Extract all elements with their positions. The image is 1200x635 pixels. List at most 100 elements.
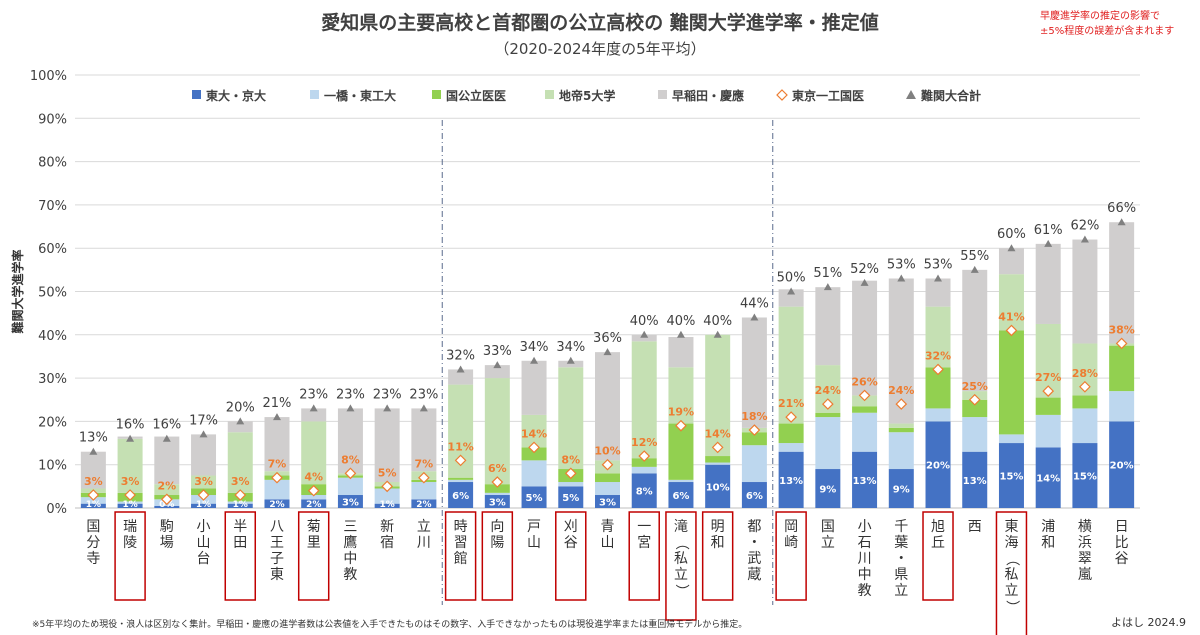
bar-segment bbox=[852, 451, 878, 508]
bar-segment bbox=[741, 317, 767, 428]
bar-segment bbox=[595, 495, 620, 508]
category-label: 嵐 bbox=[1078, 567, 1092, 583]
tokyo-marker bbox=[271, 471, 283, 484]
bar-segment bbox=[668, 482, 694, 508]
bar-segment bbox=[815, 469, 841, 508]
category-label: （ bbox=[673, 536, 689, 550]
total-marker-label: 20% bbox=[226, 400, 255, 415]
highlight-outline bbox=[701, 511, 734, 601]
bar-segment bbox=[741, 482, 767, 508]
tokyo-marker bbox=[638, 450, 651, 462]
total-marker-label: 23% bbox=[299, 387, 328, 402]
category-label: 立 bbox=[894, 583, 908, 599]
tokyo-marker bbox=[932, 363, 944, 376]
tokyo-marker-label: 38% bbox=[1108, 323, 1134, 336]
total-marker bbox=[236, 417, 245, 425]
bar-segment bbox=[852, 412, 878, 452]
category-label: 田 bbox=[233, 535, 247, 551]
category-label: 鷹 bbox=[343, 535, 357, 551]
category-label: ） bbox=[673, 584, 689, 598]
bar-segment bbox=[778, 306, 804, 424]
category-label: 立 bbox=[821, 535, 835, 551]
bar-data-label: 13% bbox=[779, 476, 803, 487]
bar-segment bbox=[191, 475, 217, 489]
category-label: 一 bbox=[637, 519, 651, 535]
total-marker-label: 61% bbox=[1034, 223, 1063, 238]
category-label: ） bbox=[1003, 600, 1019, 614]
bar-segment bbox=[1072, 408, 1098, 444]
bar-segment bbox=[1072, 395, 1098, 409]
legend-swatch bbox=[432, 90, 441, 99]
total-marker-label: 40% bbox=[703, 314, 732, 329]
category-label: 里 bbox=[307, 535, 321, 551]
tokyo-marker bbox=[234, 489, 247, 501]
tokyo-marker bbox=[968, 393, 981, 406]
category-label: 比 bbox=[1115, 535, 1129, 551]
category-label: 川 bbox=[417, 535, 431, 551]
highlight-outline bbox=[665, 511, 697, 621]
category-label: 青 bbox=[601, 519, 615, 535]
tokyo-marker bbox=[1042, 385, 1055, 397]
category-label: 都 bbox=[747, 519, 761, 535]
category-label: 半 bbox=[233, 519, 247, 535]
total-marker bbox=[199, 430, 208, 438]
bar-segment bbox=[374, 503, 400, 508]
bar-segment bbox=[668, 336, 694, 368]
error-note-line-1: 早慶進学率の推定の影響で bbox=[1040, 11, 1160, 22]
y-tick-label: 30% bbox=[38, 372, 67, 387]
bar-segment bbox=[631, 341, 657, 459]
bar-data-label: 9% bbox=[893, 485, 910, 496]
total-marker-label: 32% bbox=[446, 348, 475, 363]
tokyo-marker bbox=[1115, 337, 1128, 350]
highlight-outline bbox=[775, 511, 807, 601]
bar-segment bbox=[925, 306, 951, 368]
bar-data-label: 10% bbox=[706, 482, 730, 493]
bar-segment bbox=[521, 360, 547, 415]
category-label: 宿 bbox=[380, 534, 394, 551]
total-marker-label: 36% bbox=[593, 331, 622, 346]
legend-swatch bbox=[658, 90, 667, 99]
bar-data-label: 1% bbox=[380, 500, 395, 510]
category-label: 立 bbox=[417, 519, 431, 535]
bar-data-label: 3% bbox=[599, 498, 616, 509]
bar-segment bbox=[227, 432, 253, 493]
tokyo-marker bbox=[564, 467, 577, 480]
tokyo-marker-label: 27% bbox=[1035, 371, 1061, 384]
bar-segment bbox=[264, 479, 290, 500]
tokyo-marker-label: 5% bbox=[378, 466, 397, 479]
total-marker-label: 33% bbox=[483, 344, 512, 359]
bar-segment bbox=[1109, 391, 1135, 422]
total-marker bbox=[493, 361, 502, 369]
bar-segment bbox=[595, 473, 620, 483]
legend-label: 東京一工国医 bbox=[792, 88, 864, 103]
highlight-outline bbox=[995, 511, 1028, 635]
bar-segment bbox=[998, 274, 1024, 331]
bar-segment bbox=[191, 503, 217, 508]
tokyo-marker-label: 32% bbox=[925, 349, 951, 362]
bar-segment bbox=[815, 287, 841, 366]
bar-segment bbox=[668, 479, 694, 483]
bar-segment bbox=[521, 460, 547, 487]
total-marker-label: 44% bbox=[740, 296, 769, 311]
bar-segment bbox=[631, 458, 657, 467]
category-label: 時 bbox=[454, 519, 468, 535]
category-label: 王 bbox=[270, 535, 284, 551]
tokyo-marker-label: 12% bbox=[631, 436, 657, 449]
legend-swatch bbox=[310, 90, 319, 99]
total-marker bbox=[676, 330, 685, 338]
tokyo-marker bbox=[307, 484, 320, 497]
bar-segment bbox=[301, 421, 327, 485]
bar-segment bbox=[374, 488, 400, 504]
bar-segment bbox=[668, 367, 694, 424]
bar-data-label: 14% bbox=[1036, 474, 1060, 485]
bar-segment bbox=[1109, 421, 1135, 508]
category-label: 日 bbox=[1115, 519, 1129, 535]
bar-segment bbox=[998, 443, 1024, 508]
y-tick-label: 10% bbox=[38, 459, 67, 474]
tokyo-marker-label: 19% bbox=[668, 406, 694, 419]
bar-segment bbox=[1109, 345, 1135, 392]
total-marker bbox=[1007, 244, 1016, 252]
bar-data-label: 1% bbox=[233, 500, 248, 510]
total-marker-label: 53% bbox=[887, 258, 916, 273]
category-label: 国 bbox=[821, 519, 835, 535]
